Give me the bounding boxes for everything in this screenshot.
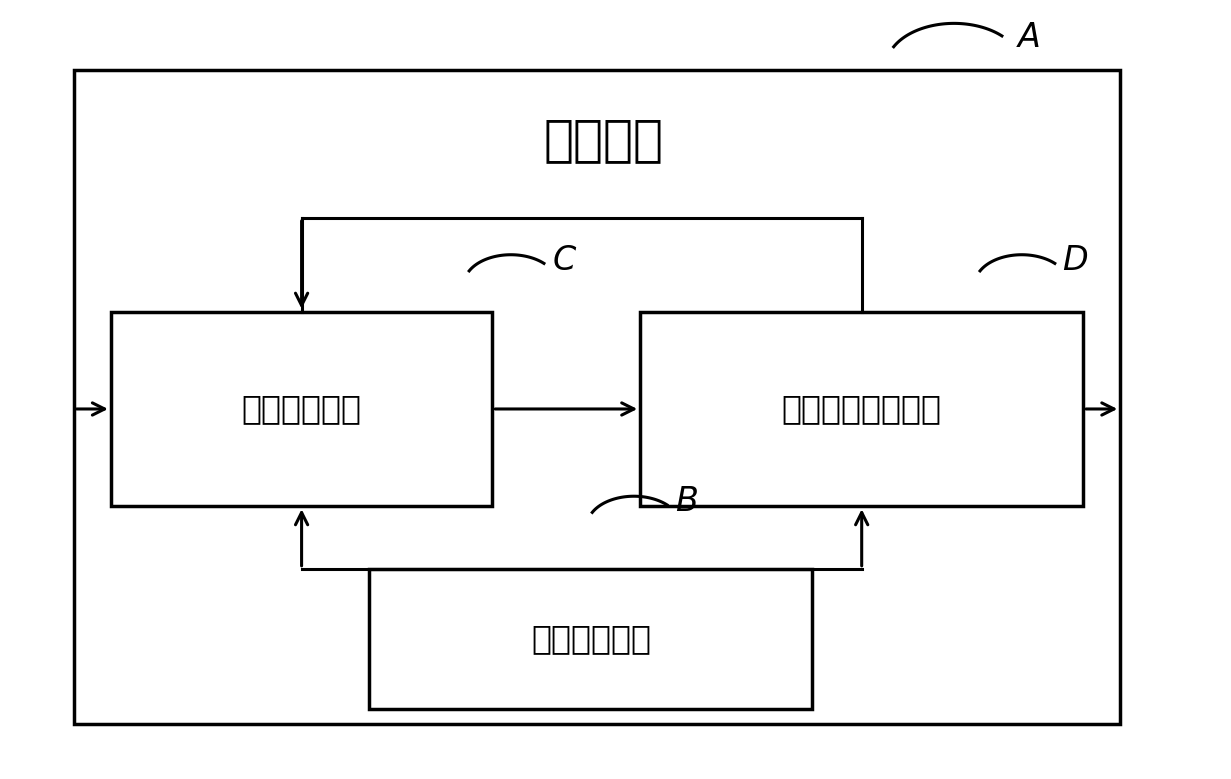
Text: 药剂配送单元: 药剂配送单元 <box>531 622 651 655</box>
Text: B: B <box>676 485 698 518</box>
Bar <box>369 569 812 709</box>
Bar <box>111 312 492 506</box>
Text: 藻泥浓缩脱水单元: 藻泥浓缩脱水单元 <box>782 393 942 425</box>
Text: C: C <box>553 244 575 277</box>
Text: 分离浓缩单元: 分离浓缩单元 <box>241 393 362 425</box>
Bar <box>640 312 1083 506</box>
Text: D: D <box>1062 244 1087 277</box>
Bar <box>74 70 1120 724</box>
Text: 移动平台: 移动平台 <box>543 116 664 164</box>
Text: A: A <box>1018 21 1040 54</box>
